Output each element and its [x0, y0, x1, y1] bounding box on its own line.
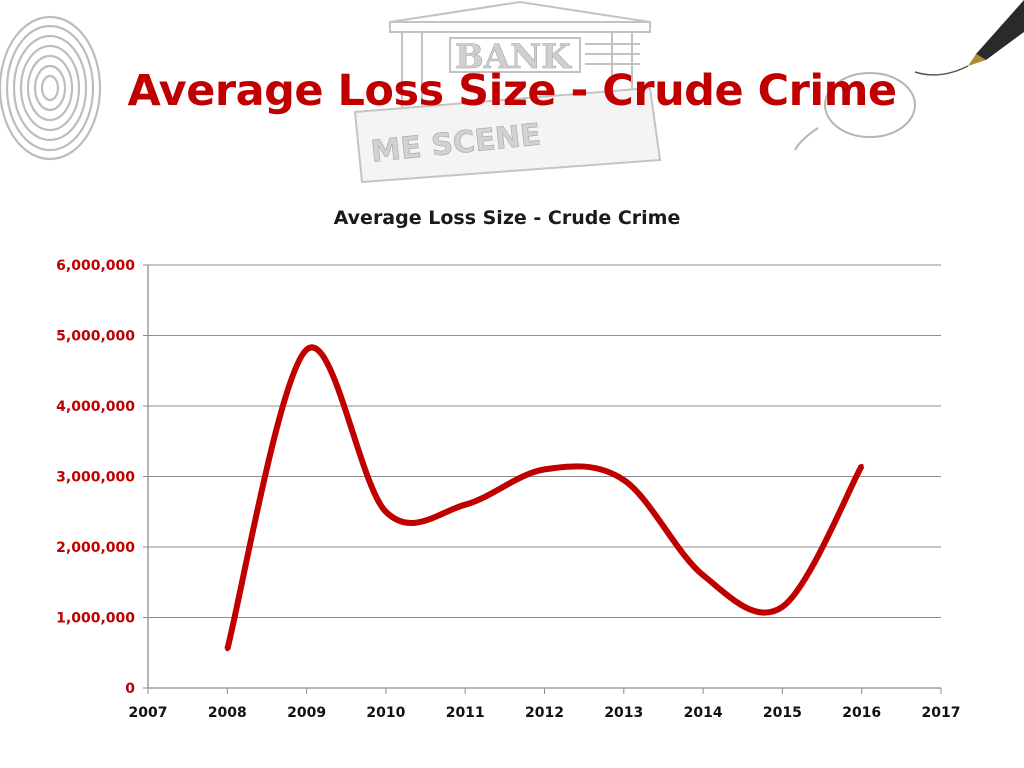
x-tick-label: 2010 [366, 705, 405, 721]
fingerprint-icon [0, 15, 102, 161]
x-tick-label: 2013 [604, 705, 643, 721]
y-tick-label: 5,000,000 [56, 329, 135, 345]
x-tick-label: 2014 [684, 705, 723, 721]
bank-building-icon [389, 0, 651, 120]
data-point [383, 509, 388, 514]
data-point [621, 478, 626, 482]
y-tick-label: 4,000,000 [56, 399, 135, 415]
data-point [701, 573, 706, 578]
series-layer [224, 344, 865, 652]
x-tick-label: 2007 [129, 705, 168, 721]
x-tick-label: 2012 [525, 705, 564, 721]
magnifying-glass-icon [794, 72, 916, 151]
x-axis-tick-labels: 2007 2008 2009 2010 2011 2012 2013 2014 2015 2016… [129, 705, 961, 721]
data-point [780, 604, 785, 609]
crime-scene-tape-icon: ME SCENE [353, 86, 662, 184]
y-tick-label: 0 [125, 681, 135, 697]
data-point [225, 647, 230, 652]
y-axis-tick-labels: 0 1,000,000 2,000,000 3,000,000 4,000,000 5,0… [56, 258, 135, 697]
axes [143, 264, 942, 694]
x-tick-label: 2017 [922, 705, 961, 721]
x-tick-label: 2016 [842, 705, 881, 721]
y-tick-label: 6,000,000 [56, 258, 135, 274]
y-tick-label: 1,000,000 [56, 611, 135, 627]
series-line [224, 344, 865, 650]
data-point [859, 463, 864, 468]
gridlines [148, 264, 941, 618]
line-chart: 0 1,000,000 2,000,000 3,000,000 4,000,000 5,0… [56, 258, 961, 721]
decorative-banner: BANK ME SCENE [0, 0, 1024, 184]
data-point [542, 467, 547, 472]
slide-title: Average Loss Size - Crude Crime [127, 66, 897, 116]
fountain-pen-icon [914, 0, 1024, 76]
x-tick-label: 2009 [287, 705, 326, 721]
data-point [463, 502, 468, 507]
y-tick-label: 3,000,000 [56, 470, 135, 486]
data-point [304, 347, 309, 352]
x-tick-label: 2008 [208, 705, 247, 721]
x-tick-label: 2011 [446, 705, 485, 721]
y-tick-label: 2,000,000 [56, 540, 135, 556]
bank-sign-text: BANK [455, 37, 572, 77]
x-tick-label: 2015 [763, 705, 802, 721]
chart-title: Average Loss Size - Crude Crime [333, 207, 681, 229]
